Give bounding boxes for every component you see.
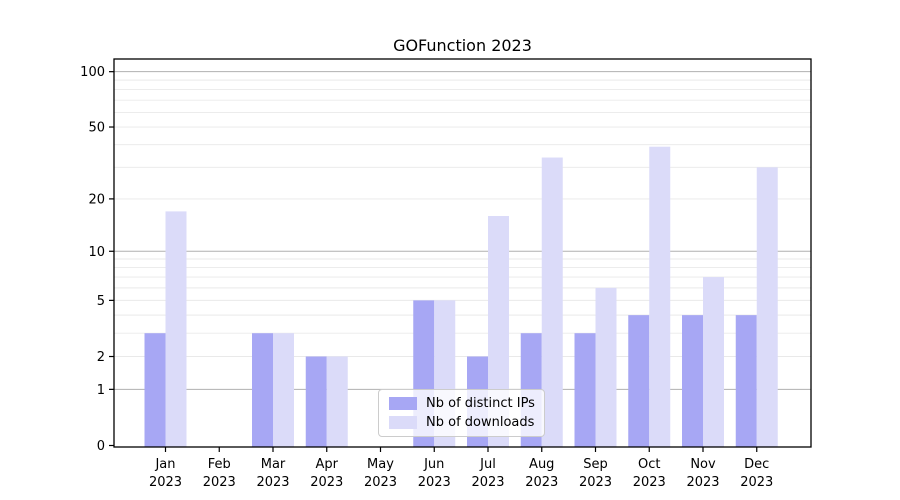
x-tick-label-month: Dec: [744, 457, 769, 472]
x-tick-label-month: Sep: [583, 457, 608, 472]
bar-aug-downloads: [541, 157, 563, 447]
chart-title: GOFunction 2023: [393, 36, 532, 55]
x-tick-label-month: Aug: [529, 457, 554, 472]
bar-nov-downloads: [703, 277, 724, 447]
y-tick-label: 5: [97, 294, 105, 309]
y-tick-label: 10: [88, 245, 105, 260]
bar-jul-downloads: [488, 216, 509, 447]
x-tick-label-month: Jul: [479, 457, 496, 472]
y-tick-label: 50: [88, 121, 105, 136]
x-tick-label-month: Jun: [423, 457, 444, 472]
bar-nov-ips: [682, 315, 703, 447]
x-tick-label-year: 2023: [471, 475, 504, 490]
y-tick-label: 2: [97, 350, 105, 365]
bar-sep-downloads: [595, 287, 617, 447]
x-tick-label-year: 2023: [149, 475, 182, 490]
bar-jan-ips: [144, 333, 166, 447]
legend-item-downloads: Nb of downloads: [389, 415, 534, 430]
legend-swatch-distinct-ips: [389, 397, 417, 410]
x-tick-label-year: 2023: [579, 475, 612, 490]
x-tick-label-month: May: [367, 457, 394, 472]
bar-sep-ips: [574, 333, 596, 447]
bar-apr-downloads: [326, 356, 348, 447]
x-tick-label-month: Feb: [208, 457, 231, 472]
x-tick-label-month: Oct: [638, 457, 660, 472]
bar-oct-downloads: [649, 146, 671, 447]
x-tick-label-year: 2023: [686, 475, 719, 490]
bar-oct-ips: [628, 315, 650, 447]
x-tick-label-year: 2023: [525, 475, 558, 490]
y-tick-label: 20: [88, 192, 105, 207]
y-tick-label: 1: [97, 383, 105, 398]
legend-label-distinct-ips: Nb of distinct IPs: [426, 396, 535, 411]
x-tick-label-month: Mar: [261, 457, 286, 472]
bar-jan-downloads: [165, 211, 187, 447]
legend-label-downloads: Nb of downloads: [426, 415, 535, 430]
legend-item-distinct-ips: Nb of distinct IPs: [389, 396, 535, 411]
bar-mar-downloads: [273, 333, 294, 447]
plot-frame: [113, 58, 812, 448]
x-tick-label-month: Jan: [154, 457, 175, 472]
x-tick-label-year: 2023: [203, 475, 236, 490]
x-tick-label-year: 2023: [310, 475, 343, 490]
x-tick-label-year: 2023: [740, 475, 773, 490]
legend-swatch-downloads: [389, 416, 417, 429]
legend: Nb of distinct IPs Nb of downloads: [378, 389, 545, 437]
x-tick-label-year: 2023: [256, 475, 289, 490]
x-tick-label-year: 2023: [418, 475, 451, 490]
y-tick-label: 0: [97, 439, 105, 454]
x-tick-label-year: 2023: [633, 475, 666, 490]
x-tick-label-year: 2023: [364, 475, 397, 490]
x-tick-label-month: Apr: [316, 457, 339, 472]
bar-mar-ips: [252, 333, 273, 447]
bar-dec-ips: [735, 315, 757, 447]
bar-apr-ips: [305, 356, 327, 447]
y-tick-label: 100: [80, 65, 105, 80]
x-tick-label-month: Nov: [690, 457, 716, 472]
bar-dec-downloads: [756, 167, 778, 447]
